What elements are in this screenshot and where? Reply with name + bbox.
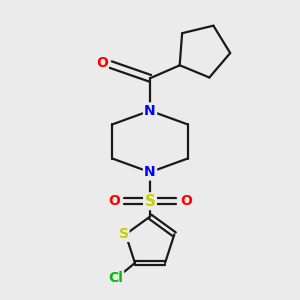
Text: N: N [144,165,156,179]
Text: O: O [108,194,120,208]
Text: O: O [96,56,108,70]
Text: O: O [180,194,192,208]
Text: N: N [144,104,156,118]
Text: S: S [145,194,155,209]
Text: Cl: Cl [109,271,124,285]
Text: S: S [119,227,129,241]
